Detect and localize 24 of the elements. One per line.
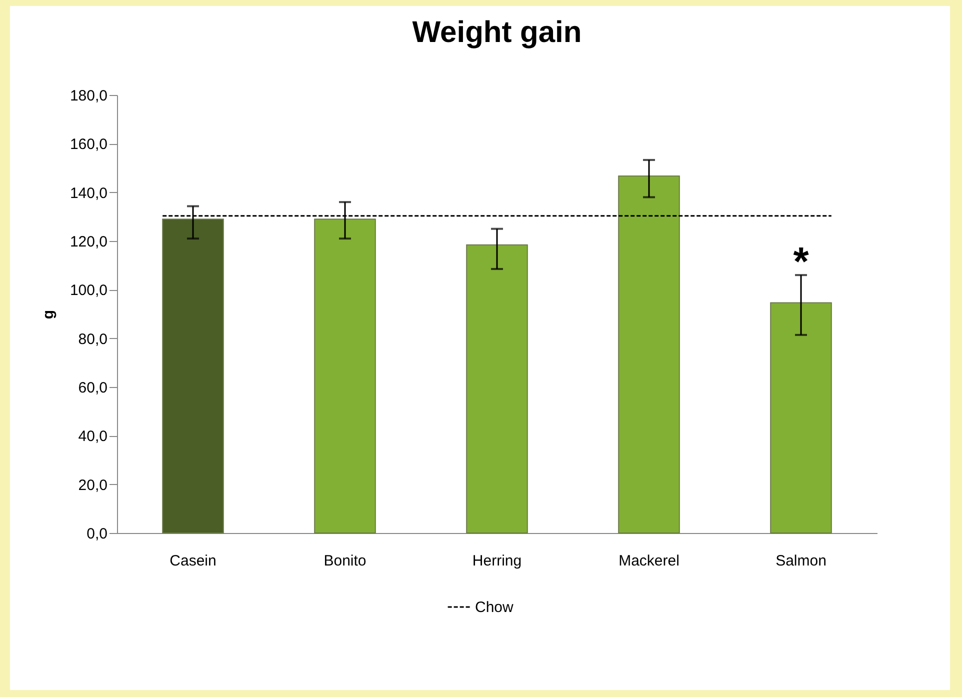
bar bbox=[770, 302, 832, 534]
x-tick-label: Casein bbox=[170, 552, 216, 570]
y-tick-label: 120,0 bbox=[70, 234, 108, 250]
y-tick-label: 20,0 bbox=[78, 476, 108, 494]
y-tick-label: 180,0 bbox=[70, 88, 108, 104]
annotation: * bbox=[793, 240, 810, 284]
y-tick-label: 0,0 bbox=[86, 526, 108, 542]
legend-label: Chow bbox=[475, 599, 514, 616]
bar bbox=[314, 218, 376, 534]
y-tick-label: 40,0 bbox=[78, 428, 108, 446]
bar bbox=[466, 244, 528, 534]
y-tick-label: 60,0 bbox=[78, 380, 108, 396]
x-tick-label: Salmon bbox=[776, 552, 826, 570]
y-tick-label: 140,0 bbox=[70, 184, 108, 202]
bar bbox=[618, 176, 680, 534]
chart-title: Weight gain bbox=[412, 16, 582, 49]
y-tick-label: 160,0 bbox=[70, 136, 108, 154]
y-tick-label: 80,0 bbox=[78, 330, 108, 348]
x-tick-label: Bonito bbox=[324, 552, 366, 570]
x-tick-label: Mackerel bbox=[618, 552, 680, 570]
bar bbox=[162, 218, 224, 534]
y-axis-title: g bbox=[40, 310, 57, 320]
y-tick-label: 100,0 bbox=[70, 282, 108, 300]
x-tick-label: Herring bbox=[472, 552, 522, 570]
